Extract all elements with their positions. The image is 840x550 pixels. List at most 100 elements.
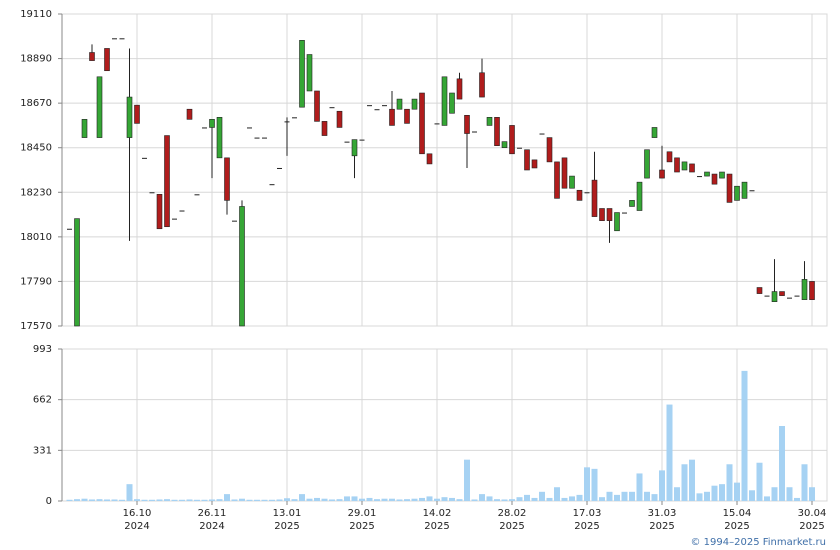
candle-body (726, 173, 733, 203)
volume-bar (516, 497, 523, 501)
x-tick-label-line: 31.03 (648, 508, 677, 519)
volume-bar (621, 491, 628, 501)
volume-bar (89, 499, 95, 501)
volume-bar (434, 498, 440, 501)
volume-bar (524, 494, 530, 501)
volume-bar (741, 370, 748, 501)
candle-body (419, 92, 425, 155)
candle-body (764, 295, 770, 297)
candle-body (314, 90, 320, 122)
volume-bar (599, 497, 605, 501)
candle-body (524, 149, 530, 171)
volume-bar (254, 499, 260, 501)
candle-body (651, 127, 658, 138)
volume-bar (531, 497, 538, 501)
volume-bar (801, 464, 808, 501)
candle-body (179, 210, 185, 212)
candle-body (269, 184, 275, 186)
candle-body (306, 54, 313, 92)
volume-bar (456, 499, 463, 501)
x-tick-label-line: 2024 (199, 521, 224, 532)
volume-bar (314, 497, 320, 501)
volume-bar (141, 499, 148, 501)
x-tick-label: 16.10 2024 (123, 508, 152, 532)
volume-bar (149, 499, 155, 501)
volume-bar (689, 459, 695, 501)
volume-bar (809, 487, 815, 501)
volume-bar (209, 499, 215, 501)
volume-bar (381, 498, 388, 501)
candle-body (67, 228, 72, 230)
x-tick-label: 14.02 2025 (423, 508, 452, 532)
volume-bar (201, 499, 208, 501)
y-tick-label: 17790 (20, 276, 52, 287)
x-tick-label-line: 2025 (724, 521, 749, 532)
candle-body (659, 169, 665, 179)
volume-bar (261, 499, 268, 501)
volume-bar (486, 496, 493, 501)
candle-body (561, 157, 568, 189)
candle-body (591, 179, 598, 217)
candle-body (209, 119, 215, 128)
volume-bar (134, 499, 140, 501)
candle-body (254, 137, 260, 139)
candle-body (396, 98, 403, 110)
volume-bar (696, 493, 703, 501)
candle-body (321, 121, 328, 136)
candle-body (374, 109, 380, 111)
volume-bar (629, 491, 635, 501)
volume-bar (411, 498, 418, 501)
x-tick-label-line: 14.02 (423, 508, 452, 519)
candle-body (704, 171, 710, 177)
volume-bar (126, 484, 133, 501)
x-tick-label: 17.03 2025 (573, 508, 602, 532)
candle-body (554, 161, 560, 199)
candle-body (142, 157, 147, 159)
volume-bar (651, 494, 658, 501)
candle-body (674, 157, 680, 173)
volume-bar (186, 499, 193, 501)
x-tick-label-line: 28.02 (498, 508, 527, 519)
y-tick-label: 18450 (20, 143, 52, 154)
volume-bar (156, 499, 163, 501)
x-tick-label-line: 2024 (124, 521, 149, 532)
candle-body (464, 114, 470, 134)
candle-body (172, 218, 177, 220)
candle-body (119, 38, 125, 40)
candle-body (599, 208, 605, 221)
volume-bar (396, 499, 403, 501)
candle-body (426, 153, 433, 165)
volume-bar (674, 487, 680, 501)
candle-body (411, 98, 418, 110)
volume-bar (426, 496, 433, 501)
x-tick-label-line: 16.10 (123, 508, 152, 519)
candle-body (501, 141, 508, 149)
y-tick-label: 19110 (20, 9, 52, 20)
candle-body (329, 107, 335, 109)
candle-body (636, 181, 643, 211)
x-tick-label-line: 30.04 (798, 508, 827, 519)
candle-body (689, 163, 695, 173)
x-tick-label: 26.11 2024 (198, 508, 227, 532)
y-tick-label: 18230 (20, 187, 52, 198)
volume-bar (584, 467, 590, 501)
volume-bar (74, 499, 80, 501)
volume-bar (276, 499, 283, 501)
candle-body (472, 131, 477, 133)
candle-body (74, 218, 80, 327)
candle-body (126, 96, 133, 138)
volume-bar (539, 491, 545, 501)
candle-body (456, 78, 463, 100)
volume-bar (366, 497, 373, 501)
x-tick-label-line: 13.01 (273, 508, 302, 519)
volume-bar (681, 464, 688, 501)
y-tick-label: 331 (33, 445, 52, 456)
x-tick-label: 30.04 2025 (798, 508, 827, 532)
volume-bar (344, 496, 350, 501)
candle-body (486, 117, 493, 126)
volume-bar (561, 497, 568, 501)
candle-body (336, 110, 343, 128)
volume-bar (569, 496, 575, 501)
candle-body (262, 137, 267, 139)
